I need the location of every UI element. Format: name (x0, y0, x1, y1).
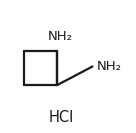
Text: HCl: HCl (49, 110, 74, 124)
Text: NH₂: NH₂ (47, 30, 72, 43)
Text: NH₂: NH₂ (97, 60, 122, 73)
